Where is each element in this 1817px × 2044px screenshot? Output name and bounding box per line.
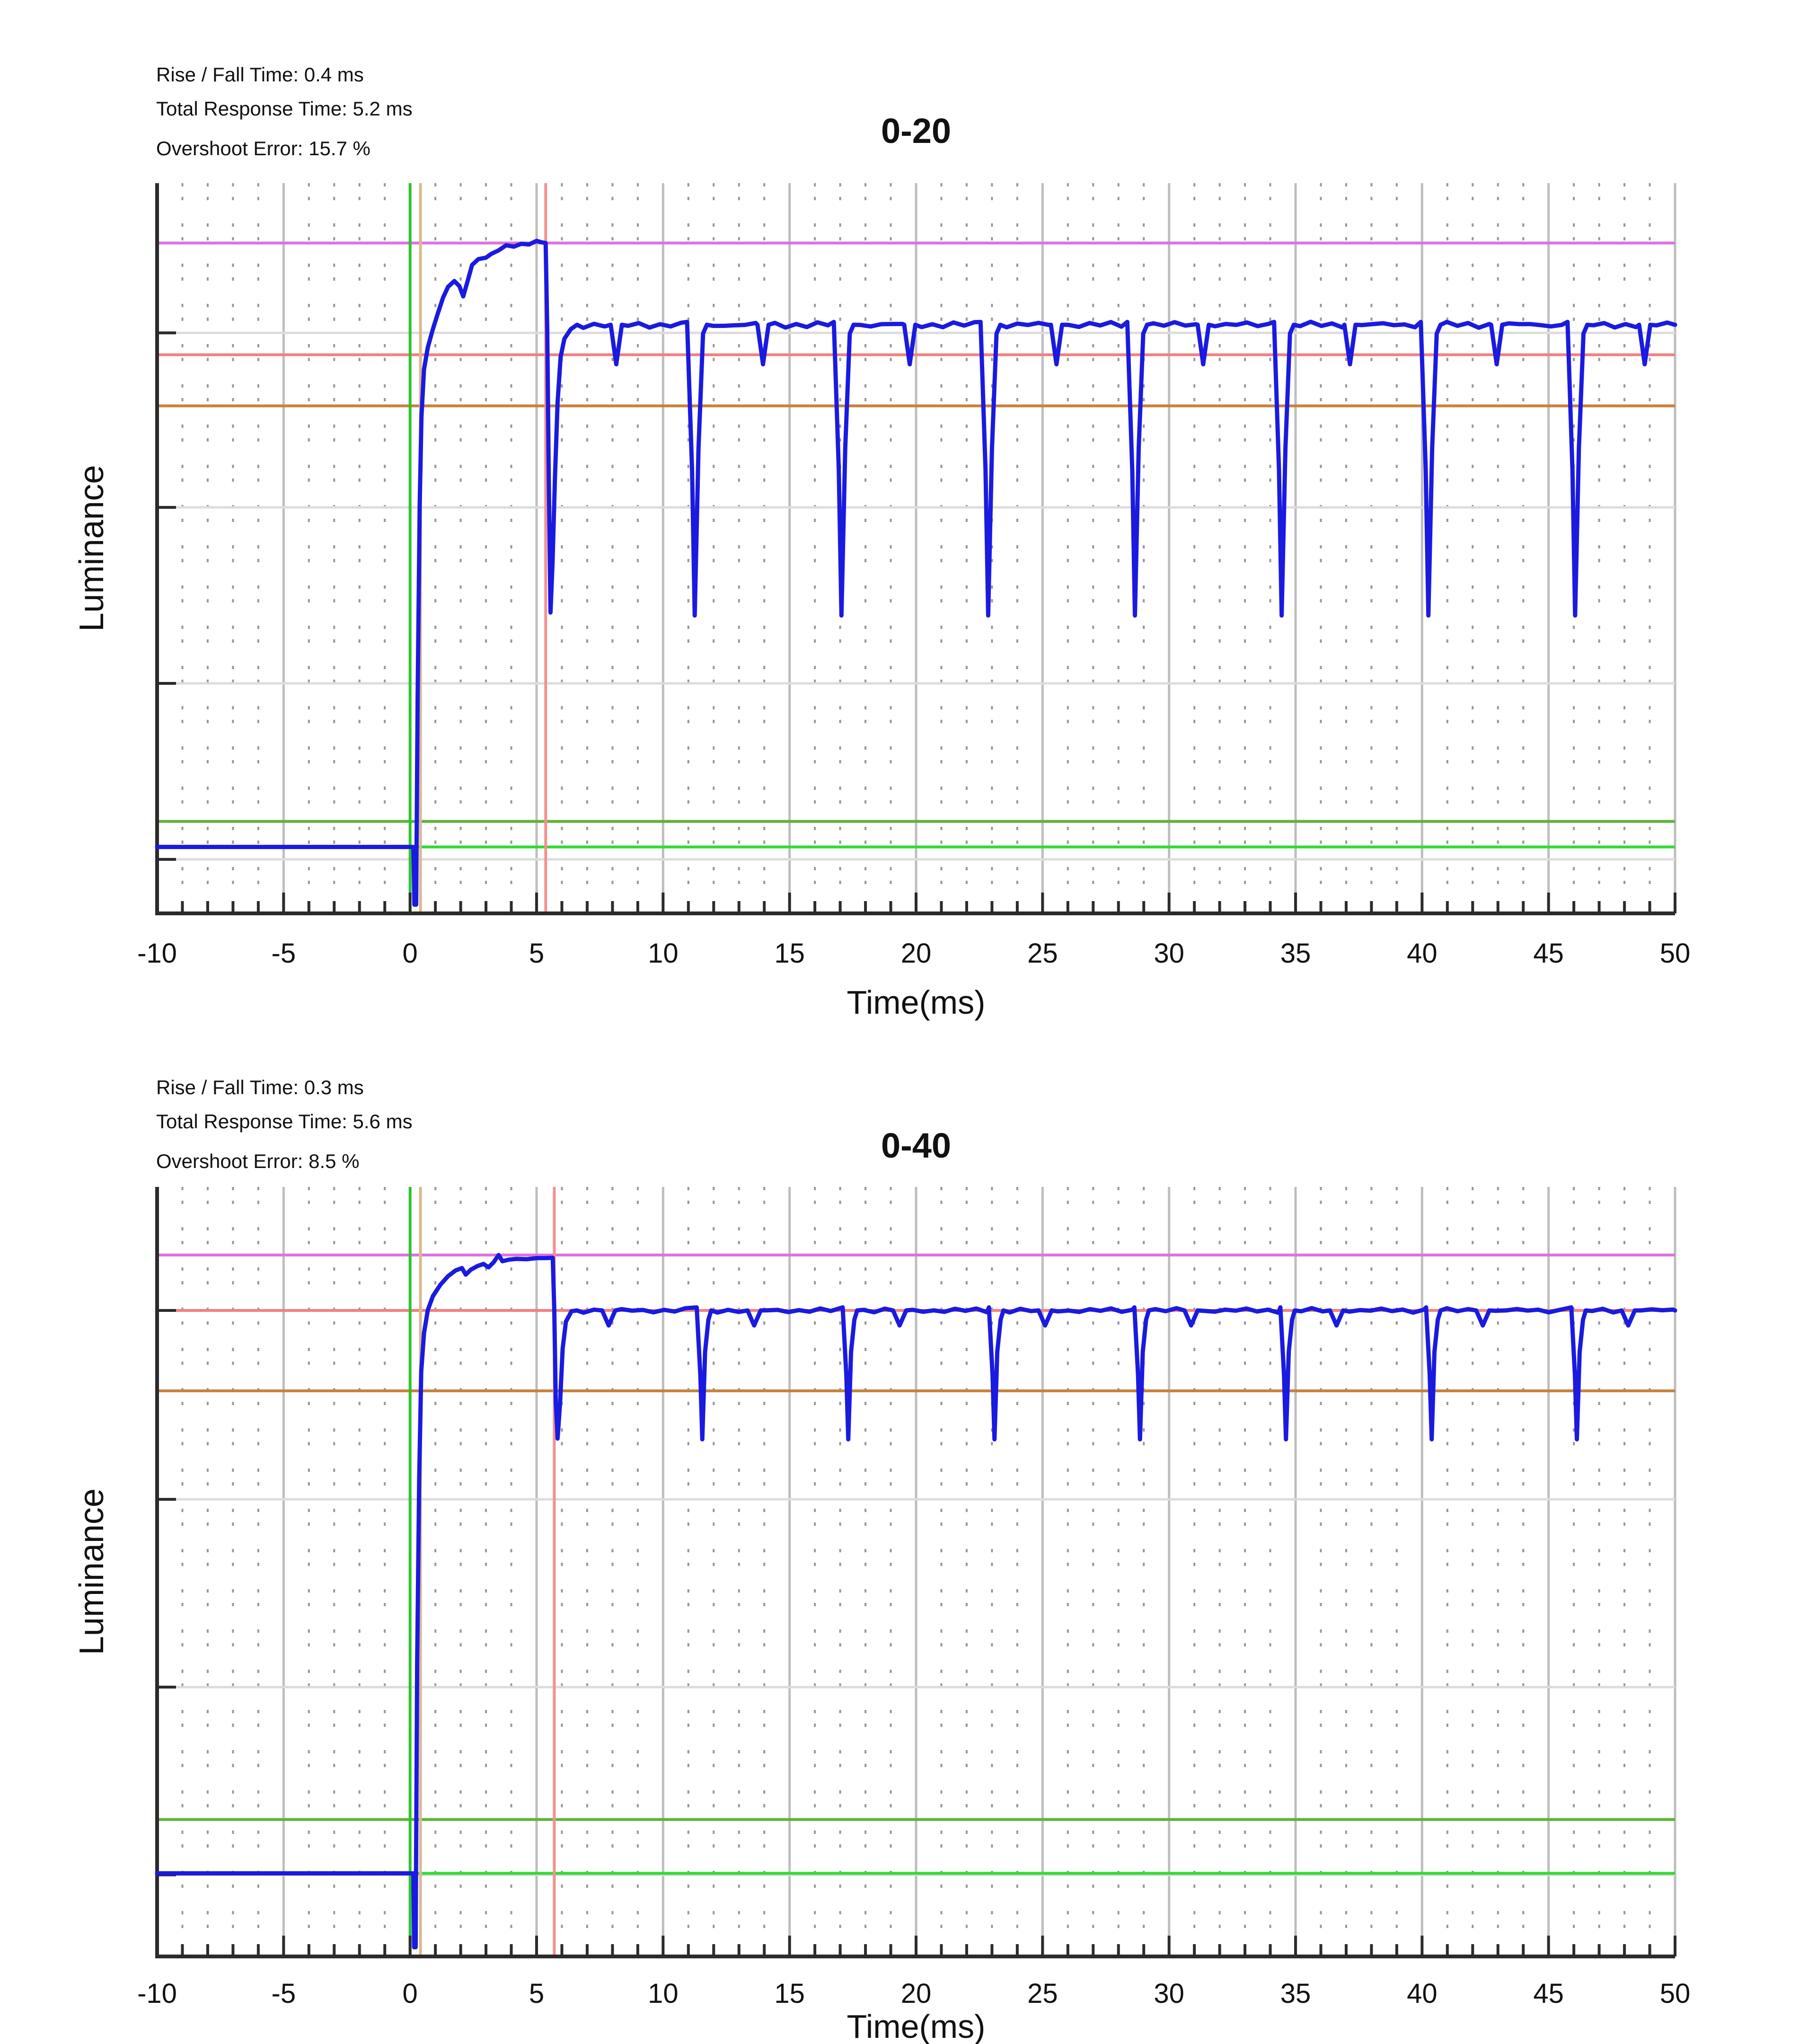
x-tick-label: -10 bbox=[137, 938, 177, 969]
y-axis-label: Luminance bbox=[73, 465, 111, 631]
x-tick-label: 45 bbox=[1533, 1978, 1564, 2009]
x-tick-label: 10 bbox=[648, 1978, 679, 2009]
x-tick-label: 20 bbox=[901, 1978, 932, 2009]
stat-line-rise-fall-time: Rise / Fall Time: 0.4 ms bbox=[156, 63, 364, 86]
chart-0-20: 0-20 Rise / Fall Time: 0.4 ms Total Respon… bbox=[73, 63, 1690, 1021]
chart-title: 0-40 bbox=[881, 1126, 951, 1165]
x-tick-label: 50 bbox=[1660, 1978, 1691, 2009]
y-axis-label: Luminance bbox=[73, 1488, 111, 1655]
x-tick-label: -10 bbox=[137, 1978, 177, 2009]
x-tick-label: 35 bbox=[1280, 938, 1311, 969]
x-tick-label: -5 bbox=[272, 1978, 296, 2009]
x-axis-label: Time(ms) bbox=[847, 2008, 986, 2044]
x-tick-label: 40 bbox=[1407, 938, 1438, 969]
x-tick-label: -5 bbox=[272, 938, 296, 969]
x-tick-label: 25 bbox=[1027, 1978, 1058, 2009]
stat-line-overshoot-error: Overshoot Error: 8.5 % bbox=[156, 1150, 360, 1172]
x-axis-label: Time(ms) bbox=[847, 984, 986, 1021]
stat-line-overshoot-error: Overshoot Error: 15.7 % bbox=[156, 137, 370, 159]
x-tick-label: 30 bbox=[1154, 938, 1184, 969]
luminance-trace bbox=[155, 1253, 1677, 1949]
x-tick-label: 5 bbox=[529, 938, 544, 969]
x-tick-label: 20 bbox=[901, 938, 932, 969]
stat-line-total-response-time: Total Response Time: 5.2 ms bbox=[156, 97, 413, 120]
chart-0-40: 0-40 Rise / Fall Time: 0.3 ms Total Respon… bbox=[73, 1076, 1690, 2044]
chart-title: 0-20 bbox=[881, 111, 951, 150]
x-tick-label: 10 bbox=[648, 938, 679, 969]
x-tick-label: 5 bbox=[529, 1978, 544, 2009]
x-tick-label: 25 bbox=[1027, 938, 1058, 969]
x-tick-label: 0 bbox=[403, 938, 418, 969]
luminance-trace bbox=[155, 239, 1677, 907]
x-tick-label: 35 bbox=[1280, 1978, 1311, 2009]
x-tick-label: 50 bbox=[1660, 938, 1691, 969]
x-tick-label: 45 bbox=[1533, 938, 1564, 969]
x-tick-label: 30 bbox=[1154, 1978, 1184, 2009]
stat-line-rise-fall-time: Rise / Fall Time: 0.3 ms bbox=[156, 1076, 364, 1098]
stat-line-total-response-time: Total Response Time: 5.6 ms bbox=[156, 1110, 413, 1133]
x-tick-label: 15 bbox=[774, 1978, 805, 2009]
x-tick-label: 40 bbox=[1407, 1978, 1438, 2009]
x-tick-label: 15 bbox=[774, 938, 805, 969]
x-tick-label: 0 bbox=[403, 1978, 418, 2009]
